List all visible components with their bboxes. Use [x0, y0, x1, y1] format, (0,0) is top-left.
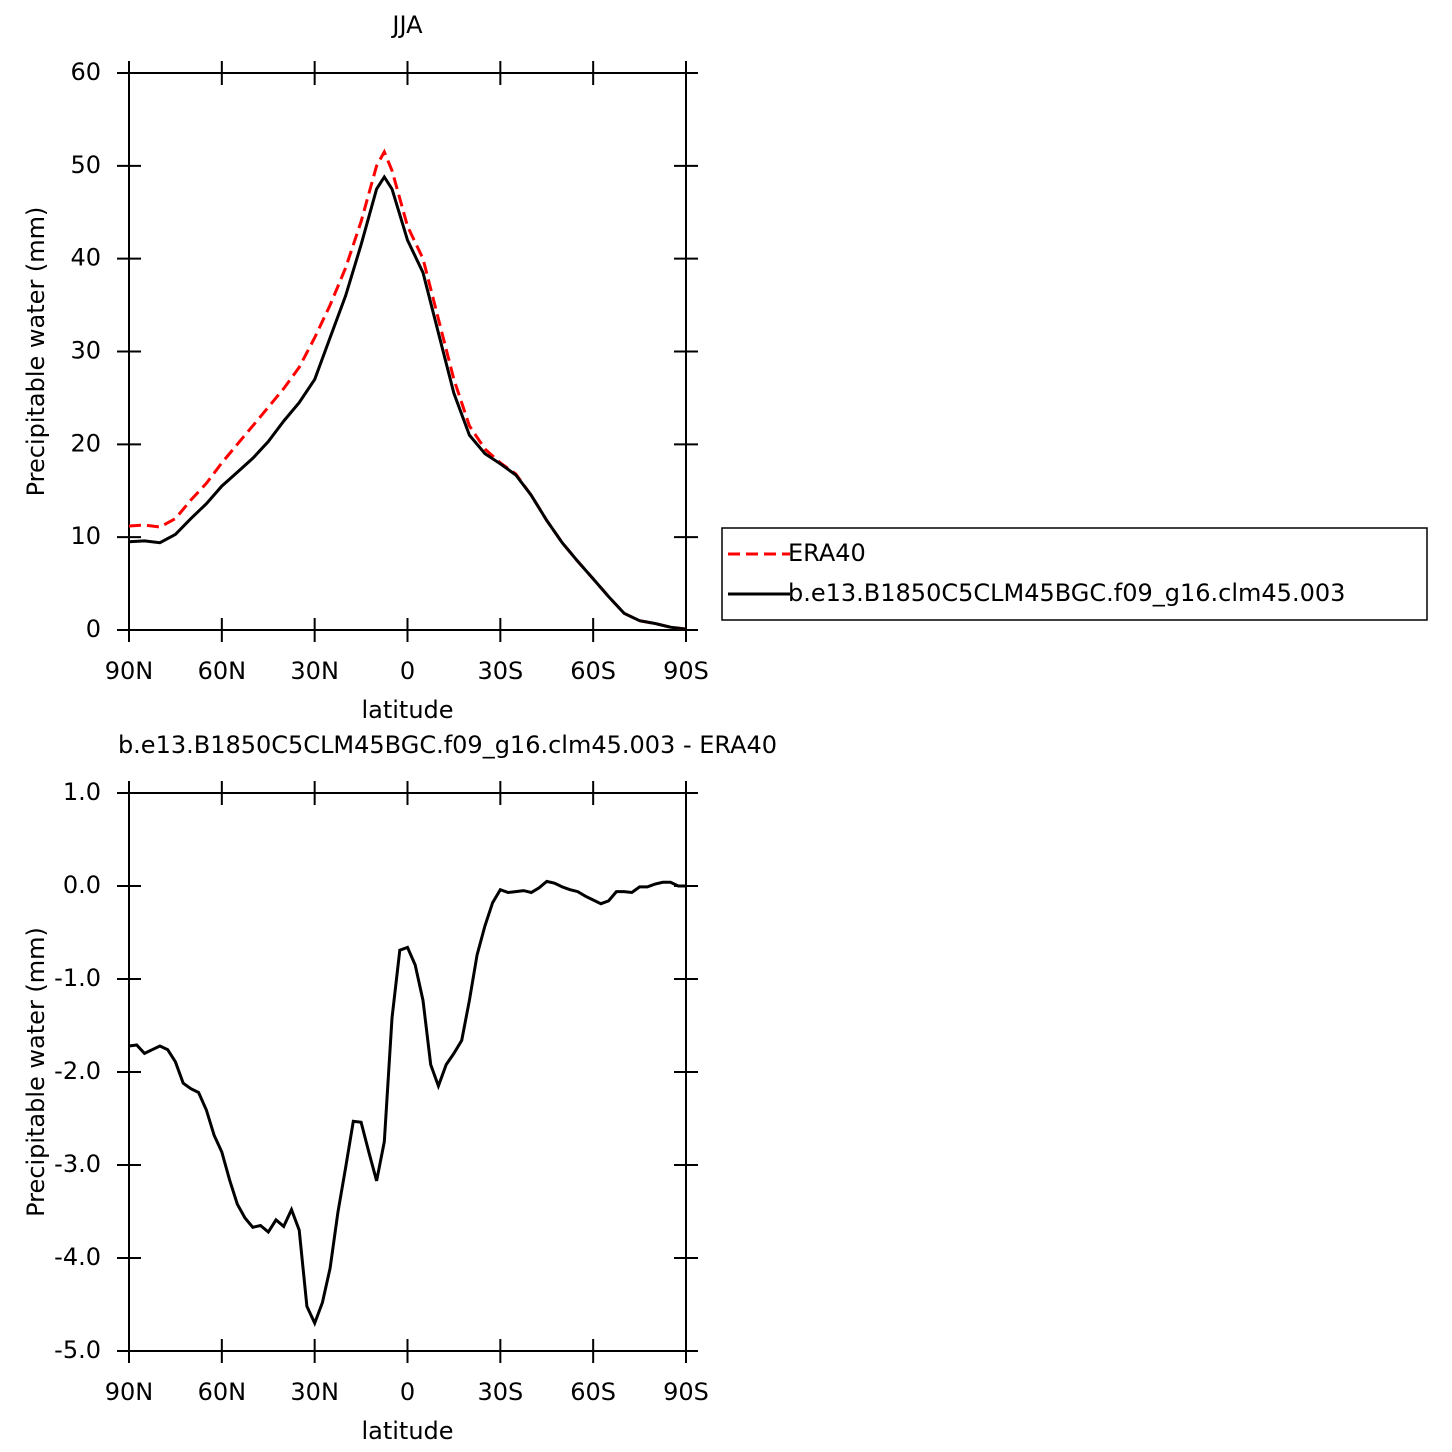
y-tick-label: -4.0	[54, 1243, 101, 1271]
x-tick-label: 0	[400, 657, 415, 685]
line-series	[128, 174, 687, 631]
y-tick-label: 50	[70, 151, 101, 179]
y-tick-label: -5.0	[54, 1336, 101, 1364]
line-series	[128, 879, 686, 1327]
x-tick-label: 0	[400, 1378, 415, 1406]
x-tick-label: 60N	[198, 657, 247, 685]
legend-label: b.e13.B1850C5CLM45BGC.f09_g16.clm45.003	[788, 579, 1345, 607]
line-series	[128, 148, 687, 631]
x-axis-label: latitude	[361, 1417, 453, 1445]
y-tick-label: 40	[70, 244, 101, 272]
y-tick-label: 60	[70, 58, 101, 86]
x-tick-label: 90N	[105, 1378, 154, 1406]
y-tick-label: -3.0	[54, 1150, 101, 1178]
x-tick-label: 30N	[290, 1378, 339, 1406]
y-tick-label: -1.0	[54, 964, 101, 992]
plot-frame	[128, 792, 687, 1352]
x-tick-label: 90N	[105, 657, 154, 685]
y-tick-label: 1.0	[63, 778, 101, 806]
x-tick-label: 60N	[198, 1378, 247, 1406]
x-tick-label: 90S	[663, 657, 709, 685]
chart-title: JJA	[390, 11, 423, 39]
y-axis-label: Precipitable water (mm)	[22, 927, 50, 1217]
x-tick-label: 60S	[570, 657, 616, 685]
x-tick-label: 30S	[477, 657, 523, 685]
y-tick-label: 20	[70, 429, 101, 457]
x-tick-label: 60S	[570, 1378, 616, 1406]
x-tick-label: 30S	[477, 1378, 523, 1406]
legend-label: ERA40	[788, 539, 866, 567]
y-tick-label: 0	[86, 615, 101, 643]
x-tick-label: 90S	[663, 1378, 709, 1406]
plot-frame	[128, 72, 687, 631]
plot: b.e13.B1850C5CLM45BGC.f09_g16.clm45.003 …	[22, 731, 777, 1445]
plot: JJA latitude Precipitable water (mm) 0 10 20 3…	[22, 11, 1428, 724]
legend-box	[721, 527, 1428, 621]
x-axis-label: latitude	[361, 696, 453, 724]
y-tick-label: 30	[70, 337, 101, 365]
x-tick-label: 30N	[290, 657, 339, 685]
y-tick-label: -2.0	[54, 1057, 101, 1085]
y-axis-label: Precipitable water (mm)	[22, 207, 50, 497]
y-tick-label: 0.0	[63, 871, 101, 899]
chart-title: b.e13.B1850C5CLM45BGC.f09_g16.clm45.003 …	[118, 731, 777, 759]
y-tick-label: 10	[70, 522, 101, 550]
